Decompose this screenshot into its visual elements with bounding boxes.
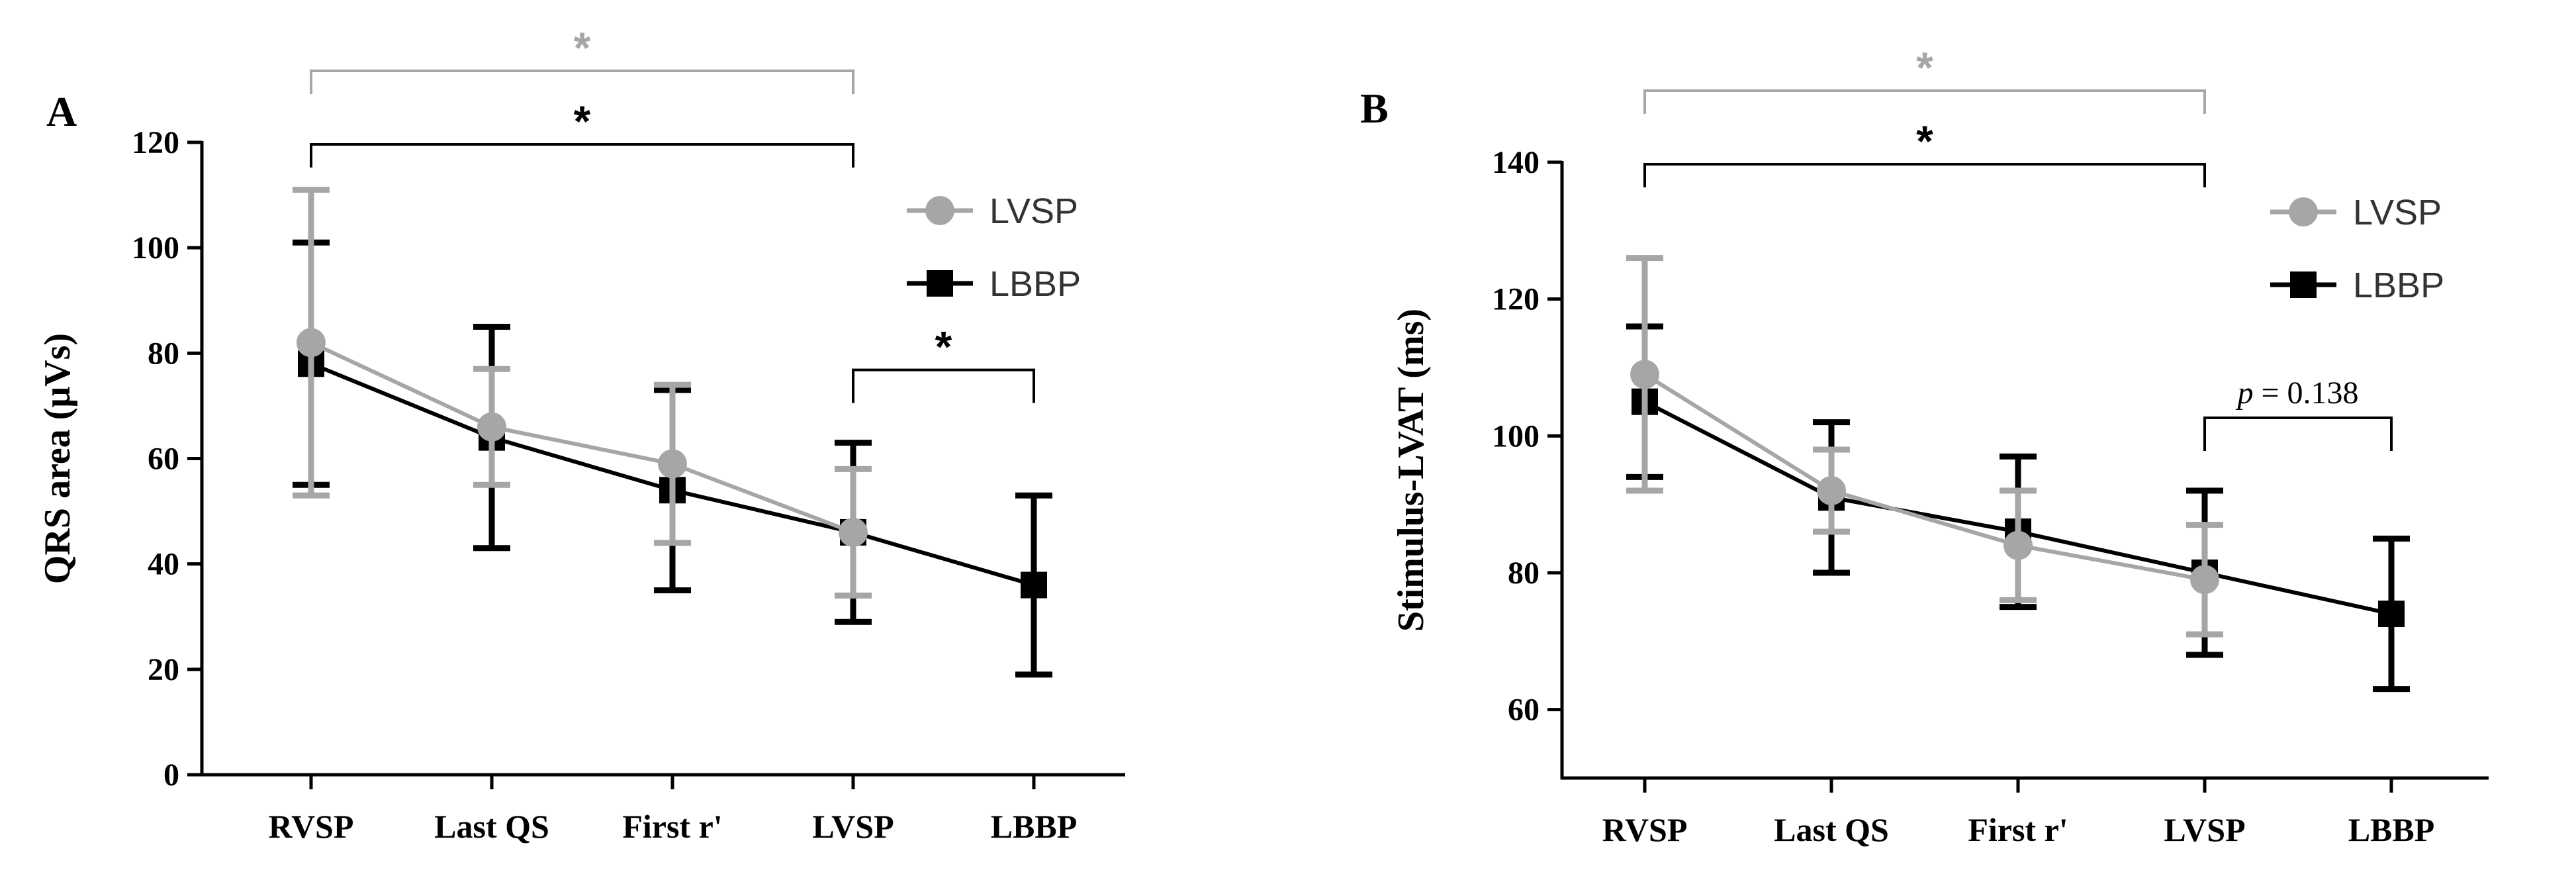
- lbbp-point: [1021, 571, 1047, 599]
- significance-bracket: [310, 143, 854, 168]
- x-tick-label: LBBP: [2348, 811, 2435, 848]
- legend-marker-lbbp: [2290, 271, 2317, 298]
- y-tick-label: 60: [1508, 693, 1540, 728]
- lvsp-point: [297, 328, 326, 358]
- panel-a: A 0 20 40 60 80 100 120 RVSP Last QS First r' LVSP L…: [37, 23, 1125, 845]
- y-tick-label: 20: [148, 652, 179, 687]
- significance-bracket: [1643, 89, 2206, 114]
- legend-label-lbbp: LBBP: [2353, 266, 2444, 305]
- x-tick-label: RVSP: [1602, 811, 1688, 848]
- significance-bracket: [1643, 163, 2206, 187]
- panel-b: B 60 80 100 120 140 RVSP Last QS First r' LVSP LBB…: [1360, 43, 2489, 848]
- x-tick-label: First r': [622, 808, 722, 845]
- x-tick-label: LVSP: [812, 808, 894, 845]
- y-tick-label: 80: [148, 336, 179, 371]
- lbbp-point: [2378, 601, 2405, 627]
- legend-label-lbbp: LBBP: [989, 264, 1081, 304]
- y-tick-label: 140: [1492, 145, 1540, 180]
- x-tick-label: First r': [1968, 811, 2068, 848]
- lvsp-series-line: [310, 340, 854, 534]
- y-tick-label: 100: [1492, 418, 1540, 454]
- significance-star: *: [574, 97, 591, 146]
- lvsp-point: [2190, 565, 2219, 595]
- significance-bracket: [2203, 416, 2393, 451]
- y-tick-label: 40: [148, 547, 179, 582]
- significance-star: *: [1916, 43, 1933, 92]
- lvsp-point: [1630, 360, 1659, 389]
- y-tick-label: 120: [1492, 282, 1540, 317]
- lvsp-point: [839, 517, 868, 547]
- x-tick-label: LBBP: [991, 808, 1078, 845]
- significance-bracket: [310, 70, 854, 94]
- y-tick-label: 60: [148, 442, 179, 477]
- legend-marker-lvsp: [2289, 197, 2318, 226]
- y-tick-label: 100: [132, 230, 179, 266]
- lvsp-point: [477, 412, 506, 442]
- legend-label-lvsp: LVSP: [989, 191, 1078, 231]
- y-tick-label: 120: [132, 125, 179, 160]
- lvsp-point: [2003, 530, 2033, 560]
- legend-marker-lvsp: [925, 196, 954, 225]
- significance-star: *: [1916, 117, 1933, 166]
- x-tick-label: LVSP: [2164, 811, 2245, 848]
- y-axis-title: QRS area (μVs): [37, 333, 78, 584]
- x-tick-label: Last QS: [434, 808, 549, 845]
- y-axis-title: Stimulus-LVAT (ms): [1391, 309, 1432, 632]
- x-tick-label: Last QS: [1774, 811, 1889, 848]
- p-value-label: p = 0.138: [2235, 375, 2358, 411]
- significance-star: *: [574, 23, 591, 72]
- panel-label: B: [1360, 85, 1389, 132]
- panel-label: A: [46, 88, 77, 135]
- lvsp-point: [658, 449, 687, 479]
- significance-star: *: [935, 322, 952, 371]
- legend-marker-lbbp: [927, 270, 953, 297]
- lvsp-series-line: [1643, 372, 2205, 582]
- x-tick-label: RVSP: [269, 808, 354, 845]
- y-tick-label: 0: [163, 758, 179, 793]
- significance-bracket: [852, 368, 1035, 403]
- legend-label-lvsp: LVSP: [2353, 193, 2442, 232]
- y-tick-label: 80: [1508, 556, 1540, 591]
- lvsp-point: [1817, 476, 1846, 505]
